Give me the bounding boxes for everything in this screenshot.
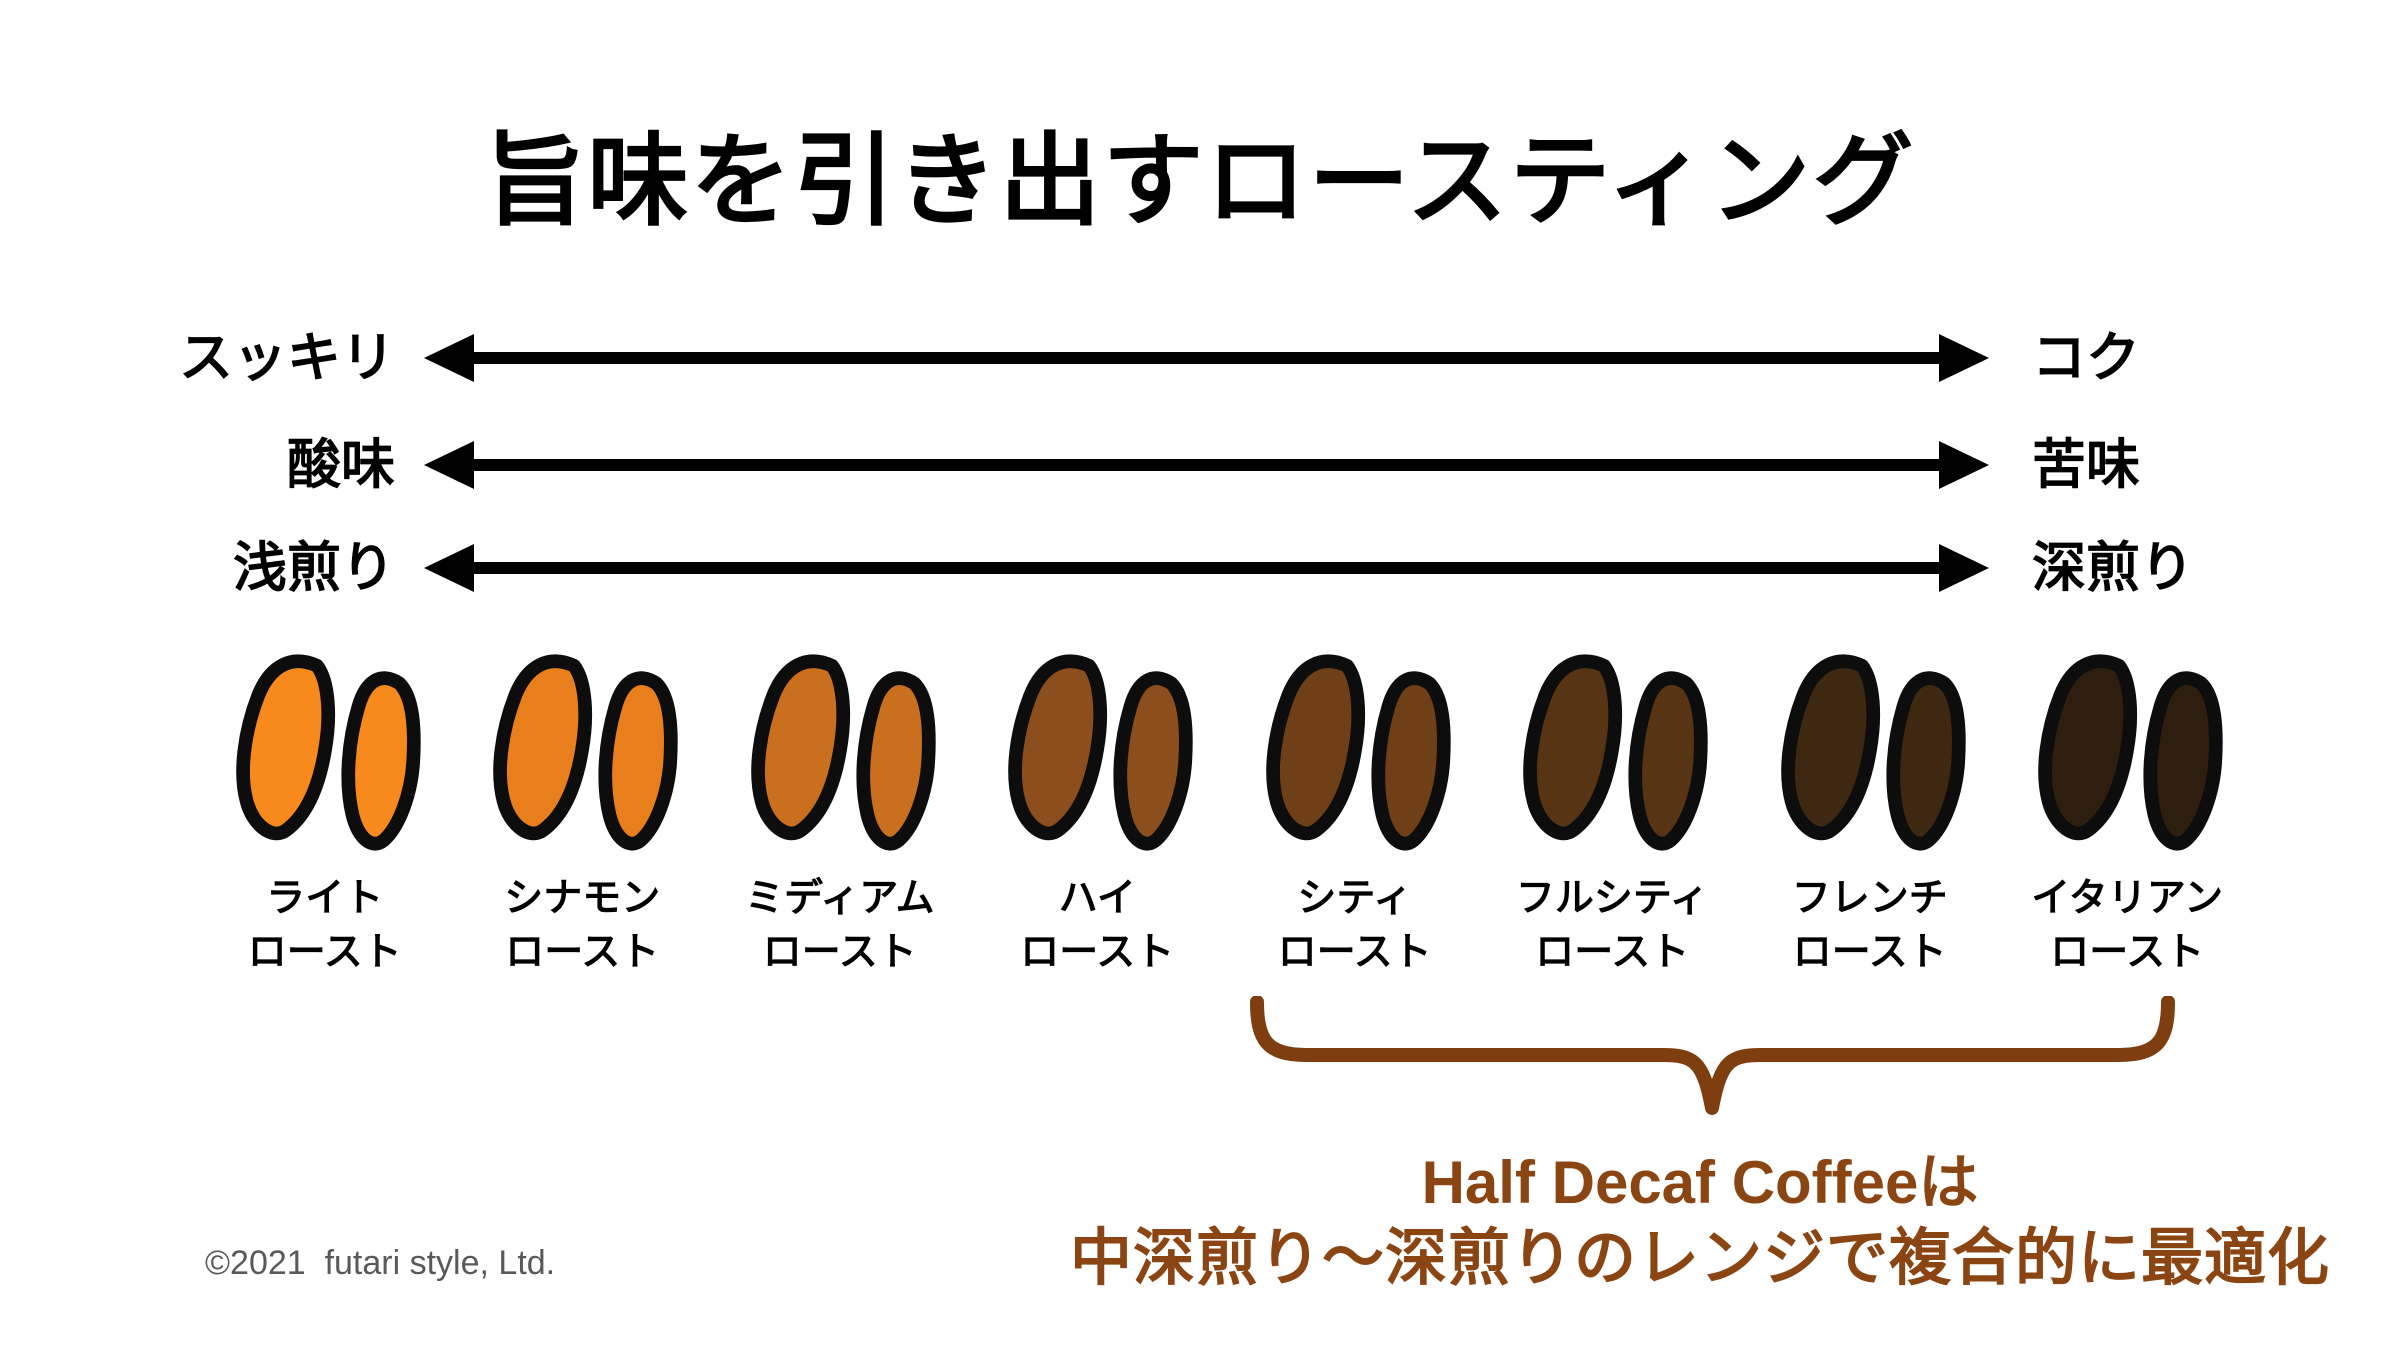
roast-level-fullcity: フルシティ ロースト bbox=[1484, 652, 1742, 980]
roast-name: ハイ bbox=[1058, 877, 1136, 920]
roast-name: ミディアム bbox=[744, 877, 935, 920]
roast-level-medium: ミディアム ロースト bbox=[711, 652, 969, 980]
roast-suffix: ロースト bbox=[1792, 930, 1947, 974]
roast-name: フルシティ bbox=[1515, 877, 1709, 920]
double-arrow-icon bbox=[473, 352, 1940, 364]
roast-suffix: ロースト bbox=[505, 930, 660, 974]
axis-left-label: 浅煎り bbox=[233, 538, 395, 598]
annotation-line-2: 中深煎り〜深煎りのレンジで複合的に最適化 bbox=[1069, 1224, 2330, 1293]
coffee-bean-icon bbox=[1781, 654, 1966, 851]
coffee-bean-icon bbox=[493, 654, 678, 851]
roast-level-italian: イタリアン ロースト bbox=[1999, 652, 2257, 980]
roast-level-high: ハイ ロースト bbox=[969, 652, 1227, 980]
roast-suffix: ロースト bbox=[247, 930, 402, 974]
roast-suffix: ロースト bbox=[1020, 930, 1175, 974]
coffee-bean-icon bbox=[1523, 654, 1708, 851]
coffee-bean-icon bbox=[751, 654, 936, 851]
roast-level-city: シティ ロースト bbox=[1226, 652, 1484, 980]
double-arrow-icon bbox=[473, 562, 1940, 574]
roast-suffix: ロースト bbox=[2050, 930, 2205, 974]
axis-right-label: コク bbox=[2032, 328, 2140, 388]
double-arrow-icon bbox=[473, 459, 1940, 471]
roast-name: イタリアン bbox=[2031, 877, 2224, 920]
copyright-text: ©2021 futari style, Ltd. bbox=[205, 1244, 556, 1282]
roast-level-cinnamon: シナモン ロースト bbox=[454, 652, 712, 980]
coffee-bean-icon bbox=[1008, 654, 1193, 851]
roast-name: ライト bbox=[266, 877, 384, 920]
coffee-bean-icon bbox=[236, 654, 421, 851]
coffee-bean-icon bbox=[2038, 654, 2223, 851]
roast-suffix: ロースト bbox=[1277, 930, 1432, 974]
half-decaf-annotation: Half Decaf Coffeeは 中深煎り〜深煎りのレンジで複合的に最適化 bbox=[880, 1146, 2400, 1298]
taste-axis-row-acidity: 酸味 苦味 bbox=[0, 425, 2400, 505]
slide-title: 旨味を引き出すロースティング bbox=[484, 126, 1916, 238]
roast-levels-row: ライト ロースト シナモン ロースト ミディアム ロースト bbox=[196, 652, 2256, 980]
taste-axis-row-roast-depth: 浅煎り 深煎り bbox=[0, 528, 2400, 608]
roast-suffix: ロースト bbox=[762, 930, 917, 974]
decaf-range-brace-icon bbox=[1250, 996, 2175, 1115]
roast-level-light: ライト ロースト bbox=[196, 652, 454, 980]
coffee-bean-icon bbox=[1266, 654, 1451, 851]
axis-right-label: 苦味 bbox=[2032, 435, 2140, 495]
roast-name: フレンチ bbox=[1791, 877, 1948, 920]
roast-name: シティ bbox=[1297, 877, 1413, 920]
roast-suffix: ロースト bbox=[1535, 930, 1690, 974]
roast-name: シナモン bbox=[504, 877, 661, 920]
axis-left-label: 酸味 bbox=[287, 435, 395, 495]
roast-level-french: フレンチ ロースト bbox=[1741, 652, 1999, 980]
taste-axis-row-body: スッキリ コク bbox=[0, 318, 2400, 398]
annotation-line-1: Half Decaf Coffeeは bbox=[1421, 1149, 1979, 1216]
axis-right-label: 深煎り bbox=[2032, 538, 2194, 598]
axis-left-label: スッキリ bbox=[179, 328, 395, 388]
